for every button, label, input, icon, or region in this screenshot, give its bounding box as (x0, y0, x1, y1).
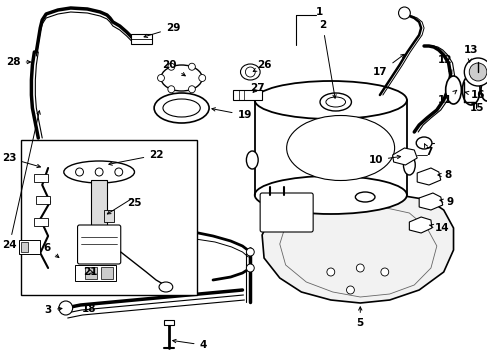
Bar (20, 242, 28, 252)
Ellipse shape (159, 282, 172, 292)
Circle shape (326, 268, 334, 276)
Text: 22: 22 (109, 150, 163, 165)
Text: 2: 2 (318, 20, 335, 98)
Bar (101, 267, 113, 279)
Circle shape (468, 63, 486, 81)
Bar (130, 34, 152, 44)
Text: 6: 6 (44, 243, 59, 257)
Text: 19: 19 (211, 108, 251, 120)
Text: 29: 29 (144, 23, 180, 37)
Bar (91, 180, 107, 240)
Polygon shape (254, 100, 406, 195)
Circle shape (157, 75, 164, 81)
Circle shape (199, 75, 205, 81)
Circle shape (245, 67, 255, 77)
Ellipse shape (154, 93, 209, 123)
Bar (34, 174, 48, 182)
Circle shape (167, 63, 174, 70)
Bar (21, 141, 196, 294)
Text: 27: 27 (250, 83, 264, 93)
Text: 12: 12 (437, 55, 451, 73)
Bar (34, 218, 48, 226)
Bar (104, 210, 114, 222)
Ellipse shape (480, 79, 488, 101)
Circle shape (246, 264, 254, 272)
Bar (232, 90, 262, 100)
Polygon shape (262, 194, 452, 303)
Circle shape (76, 168, 83, 176)
Ellipse shape (63, 161, 134, 183)
Circle shape (246, 248, 254, 256)
Text: 23: 23 (2, 153, 41, 168)
Circle shape (398, 7, 409, 19)
Text: 16: 16 (464, 90, 485, 100)
Circle shape (380, 268, 388, 276)
Polygon shape (408, 217, 431, 233)
Text: 13: 13 (463, 45, 477, 62)
Circle shape (188, 86, 195, 93)
Circle shape (346, 286, 354, 294)
Ellipse shape (415, 137, 431, 149)
Circle shape (95, 168, 103, 176)
Text: 26: 26 (253, 60, 271, 71)
Ellipse shape (319, 93, 351, 111)
Text: 28: 28 (6, 57, 30, 67)
Ellipse shape (254, 81, 406, 119)
Circle shape (167, 86, 174, 93)
Text: 21: 21 (83, 267, 98, 277)
Circle shape (464, 58, 488, 86)
Polygon shape (418, 193, 442, 210)
Text: 18: 18 (82, 304, 97, 314)
FancyBboxPatch shape (260, 193, 312, 232)
Text: 25: 25 (127, 198, 142, 208)
Text: 3: 3 (45, 305, 62, 315)
Ellipse shape (246, 151, 258, 169)
Bar (85, 267, 97, 279)
Bar (75, 265, 116, 281)
Ellipse shape (254, 176, 406, 214)
Circle shape (115, 168, 122, 176)
Circle shape (356, 264, 364, 272)
Text: 24: 24 (2, 111, 40, 250)
Text: 20: 20 (162, 60, 185, 76)
Polygon shape (392, 148, 416, 165)
Circle shape (188, 63, 195, 70)
Text: 7: 7 (424, 144, 431, 157)
Text: 5: 5 (356, 307, 363, 328)
Ellipse shape (240, 64, 260, 80)
FancyBboxPatch shape (78, 225, 121, 264)
Circle shape (59, 301, 73, 315)
Text: 14: 14 (428, 223, 448, 233)
Text: 1: 1 (315, 7, 322, 17)
Text: 15: 15 (469, 103, 483, 113)
Bar (36, 196, 50, 204)
Ellipse shape (286, 116, 394, 180)
Bar (163, 320, 173, 325)
Ellipse shape (161, 65, 202, 91)
Bar (20, 140, 197, 295)
Text: 11: 11 (437, 90, 456, 105)
Ellipse shape (355, 192, 374, 202)
Polygon shape (416, 168, 440, 185)
Ellipse shape (445, 76, 461, 104)
Text: 4: 4 (172, 339, 206, 350)
Bar (19, 240, 40, 254)
Ellipse shape (403, 155, 414, 175)
Text: 8: 8 (437, 170, 451, 180)
Ellipse shape (462, 75, 479, 105)
Ellipse shape (325, 97, 345, 107)
Text: 10: 10 (367, 155, 400, 165)
Text: 17: 17 (372, 54, 404, 77)
Text: 9: 9 (439, 197, 453, 207)
Ellipse shape (163, 99, 200, 117)
